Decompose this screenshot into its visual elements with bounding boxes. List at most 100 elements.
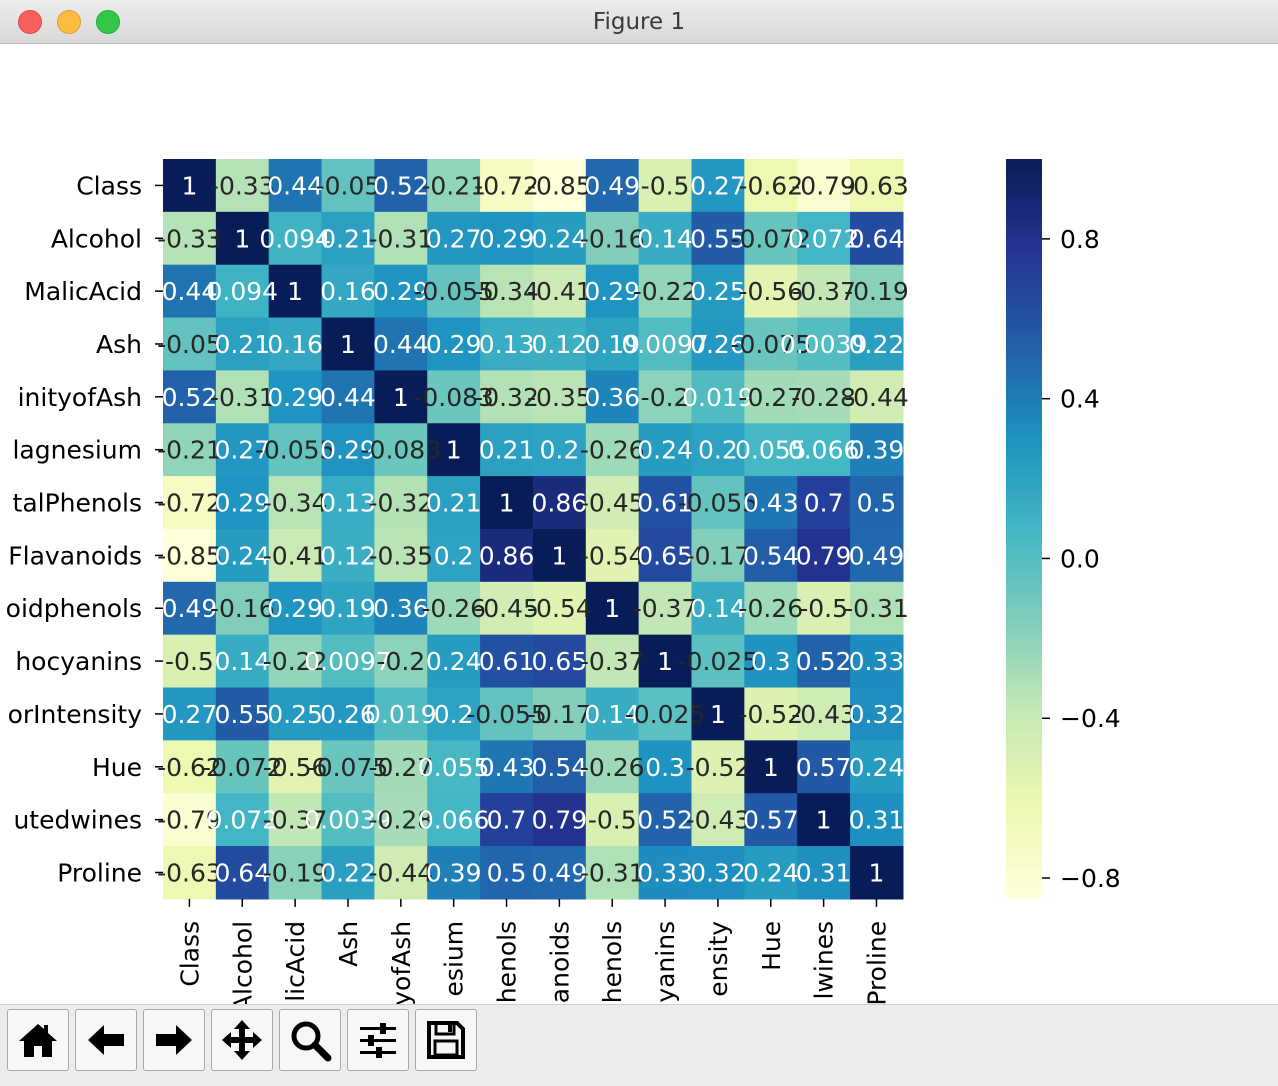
heatmap-cell — [691, 581, 745, 636]
colorbar-segment — [1006, 571, 1042, 579]
heatmap-cell — [321, 370, 375, 424]
heatmap-cell — [532, 476, 587, 530]
colorbar-segment — [1006, 645, 1042, 653]
colorbar-segment — [1006, 306, 1042, 314]
heatmap-cell — [480, 159, 534, 213]
cell-value-label: -0.26 — [580, 436, 645, 465]
cell-value-label: 0.21 — [426, 489, 482, 518]
heatmap-cell — [585, 846, 640, 900]
heatmap-cell — [691, 423, 745, 477]
column-tick-label: Proline — [862, 921, 891, 1004]
cell-value-label: 1 — [657, 647, 673, 676]
heatmap-cell — [268, 634, 323, 689]
colorbar-segment — [1006, 171, 1042, 179]
cell-value-label: -0.27 — [368, 753, 433, 782]
column-tick-label: Alcohol — [228, 921, 257, 1004]
heatmap-cell — [163, 370, 217, 424]
cell-value-label: -0.025 — [678, 647, 759, 676]
cell-value-label: 1 — [181, 171, 197, 200]
heatmap-cell — [268, 740, 323, 794]
heatmap-cell — [532, 423, 587, 477]
heatmap-cell — [691, 159, 745, 213]
cell-value-label: 0.7 — [804, 489, 844, 518]
heatmap-cell — [215, 793, 270, 847]
heatmap-cell — [268, 159, 323, 213]
colorbar-segment — [1006, 516, 1042, 524]
colorbar-segment — [1006, 226, 1042, 234]
colorbar-segment — [1006, 861, 1042, 869]
heatmap-cell — [744, 687, 798, 741]
colorbar-segment — [1006, 386, 1042, 394]
window-close-button[interactable] — [18, 10, 42, 34]
heatmap-cell — [744, 264, 798, 319]
colorbar: −0.8 −0.4 0.0 0.4 0.8 — [1006, 159, 1121, 899]
heatmap-cell — [744, 317, 798, 371]
column-tick-label: yanins — [651, 921, 680, 1003]
cell-value-label: 0.54 — [532, 753, 588, 782]
heatmap-cell — [532, 264, 587, 319]
heatmap-cell — [215, 846, 270, 900]
zoom-button[interactable] — [279, 1009, 341, 1071]
colorbar-segment — [1006, 429, 1042, 437]
heatmap-cell — [532, 740, 587, 794]
save-button[interactable] — [415, 1009, 477, 1071]
back-button[interactable] — [75, 1009, 137, 1071]
colorbar-segment — [1006, 805, 1042, 813]
cell-value-label: -0.5 — [799, 594, 848, 623]
colorbar-tick-label: −0.4 — [1060, 704, 1121, 733]
cell-value-label: 0.13 — [320, 489, 376, 518]
cell-value-label: 1 — [869, 858, 885, 887]
row-tick-label: utedwines — [13, 806, 142, 835]
cell-value-label: 0.24 — [426, 647, 482, 676]
cell-value-label: -0.72 — [157, 489, 222, 518]
home-button[interactable] — [7, 1009, 69, 1071]
heatmap-cell — [480, 317, 534, 371]
row-tick-label: talPhenols — [13, 489, 142, 518]
colorbar-segment — [1006, 731, 1042, 739]
cell-value-label: 0.52 — [162, 383, 218, 412]
cell-value-label: 0.019 — [365, 700, 437, 729]
colorbar-segment — [1006, 349, 1042, 357]
cell-value-label: -0.083 — [413, 383, 494, 412]
colorbar-segment — [1006, 700, 1042, 708]
cell-value-label: -0.54 — [580, 541, 645, 570]
heatmap-cell — [850, 423, 904, 477]
heatmap-cell — [480, 740, 534, 794]
cell-value-label: -0.37 — [263, 806, 328, 835]
colorbar-segment — [1006, 707, 1042, 715]
cell-value-label: 0.29 — [267, 594, 323, 623]
cell-value-label: -0.54 — [527, 594, 592, 623]
colorbar-segment — [1006, 836, 1042, 844]
colorbar-segment — [1006, 473, 1042, 481]
cell-value-label: 0.44 — [267, 171, 323, 200]
heatmap-cell — [427, 370, 481, 424]
window-maximize-button[interactable] — [96, 10, 120, 34]
pan-button[interactable] — [211, 1009, 273, 1071]
cell-value-label: -0.5 — [588, 806, 637, 835]
heatmap-cell — [532, 793, 587, 847]
heatmap-cell — [268, 317, 323, 371]
configure-subplots-button[interactable] — [347, 1009, 409, 1071]
column-tick-label: esium — [440, 921, 469, 997]
heatmap-cell — [585, 687, 640, 741]
heatmap-cell — [374, 846, 428, 900]
heatmap-cell — [797, 317, 851, 371]
column-tick-label: ensity — [704, 921, 733, 997]
heatmap-cell — [321, 211, 375, 266]
heatmap-cell — [215, 159, 270, 213]
heatmap-cell — [532, 317, 587, 371]
cell-value-label: -0.41 — [263, 541, 328, 570]
forward-button[interactable] — [143, 1009, 205, 1071]
heatmap-cell — [427, 687, 481, 741]
cell-value-label: -0.26 — [421, 594, 486, 623]
heatmap-cell — [163, 634, 217, 689]
colorbar-tick-label: 0.0 — [1060, 544, 1100, 573]
heatmap-cell — [585, 423, 640, 477]
cell-value-label: 0.49 — [162, 594, 218, 623]
heatmap-cell — [163, 740, 217, 794]
cell-value-label: 0.2 — [698, 436, 738, 465]
colorbar-segment — [1006, 380, 1042, 388]
window-minimize-button[interactable] — [57, 10, 81, 34]
heatmap-cell — [585, 740, 640, 794]
cell-value-label: -0.2 — [641, 383, 690, 412]
